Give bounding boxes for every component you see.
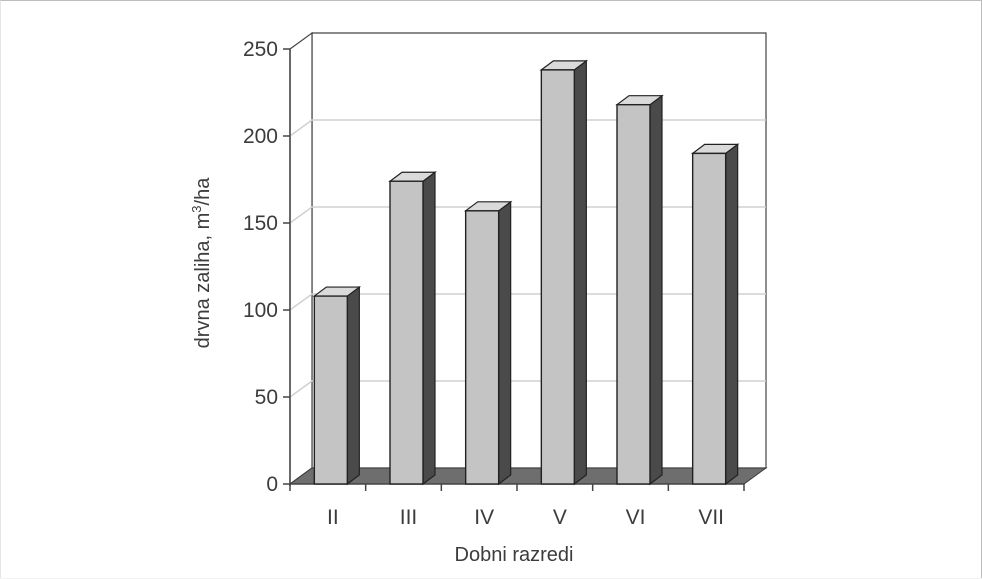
axes [283,48,745,491]
bar-front-face [691,152,727,485]
gridline [289,293,766,311]
x-tick-label: IV [474,506,494,529]
y-tick-label: 50 [255,386,278,409]
y-tick-label: 150 [243,212,278,235]
bar-side-face [422,171,436,486]
y-tick-label: 100 [243,299,278,322]
bar-front-face [540,69,576,485]
bar-III [388,171,437,486]
bar-front-face [464,210,500,485]
y-axis-title-main: drvna zaliha, m [192,213,214,349]
bar-side-face [649,94,663,486]
bar-VI [615,94,664,486]
y-axis-title: drvna zaliha, m3/ha [189,177,214,349]
gridline [289,119,766,137]
x-tick-label: V [553,506,567,529]
x-tick-label: VII [698,506,724,529]
y-axis-title-superscript: 3 [189,205,204,212]
bar-side-face [498,200,512,486]
bar-side-face [346,285,360,486]
y-tick-label: 250 [243,38,278,61]
bar-front-face [389,180,424,485]
bar-VII [690,143,740,486]
bar-II [312,285,362,486]
bar-side-face [725,143,739,486]
x-tick-label: III [400,506,418,529]
y-axis-title-unit: /ha [192,177,214,206]
y-tick-label: 0 [266,473,278,496]
gridline [289,206,766,224]
bar-side-face [573,59,587,486]
x-tick-labels: II III IV V VI VII [327,506,724,529]
bar-IV [463,200,513,486]
gridlines [289,119,766,398]
bar-V [539,59,589,486]
y-tick-label: 200 [243,125,278,148]
bar-front-face [313,295,349,485]
x-tick-label: II [327,506,339,529]
bar-front-face [616,103,651,485]
gridline [289,380,766,398]
x-tick-label: VI [626,506,646,529]
y-tick-labels: 0 50 100 150 200 250 [243,38,278,496]
x-axis-title: Dobni razredi [455,544,574,566]
bars [312,59,740,486]
side-wall [289,31,313,486]
